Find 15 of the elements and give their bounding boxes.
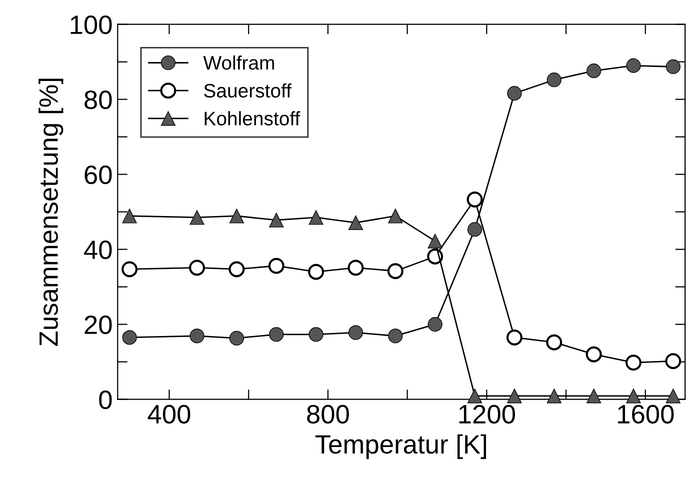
x-tick-label: 400 bbox=[148, 404, 190, 424]
y-axis-title: Zusammensetzung [%] bbox=[38, 78, 64, 346]
y-tick-label: 40 bbox=[84, 240, 112, 260]
x-tick-label: 1600 bbox=[618, 404, 674, 424]
x-tick-label: 1200 bbox=[459, 404, 515, 424]
y-tick-label: 80 bbox=[84, 90, 112, 110]
x-tick-label: 800 bbox=[307, 404, 349, 424]
legend-label: Kohlenstoff bbox=[204, 111, 300, 126]
y-tick-label: 60 bbox=[84, 165, 112, 184]
y-tick-label: 20 bbox=[84, 315, 112, 334]
y-tick-label: 0 bbox=[99, 390, 112, 410]
legend-label: Wolfram bbox=[203, 55, 274, 70]
x-axis-title: Temperatur [K] bbox=[315, 434, 486, 459]
legend-label: Sauerstoff bbox=[204, 83, 292, 98]
y-tick-label: 100 bbox=[70, 15, 112, 34]
